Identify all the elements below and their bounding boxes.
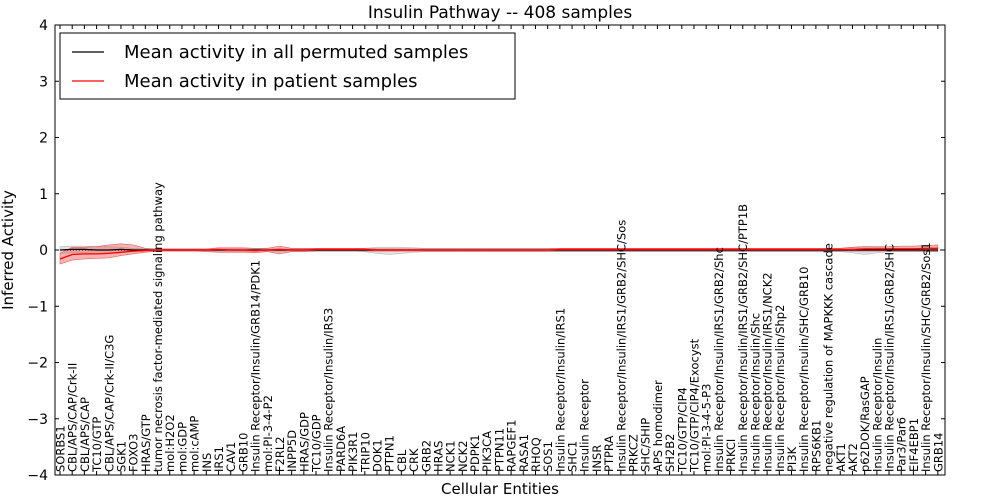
- legend-box: [59, 32, 516, 100]
- x-tick-label: PTPN11: [492, 428, 506, 472]
- x-tick-label: GRB2: [419, 440, 433, 472]
- x-tick-label: INS: [200, 453, 214, 472]
- x-tick-label: PRKCI: [724, 439, 738, 472]
- x-tick-label: SHC1: [566, 441, 580, 472]
- legend: Mean activity in all permuted samples Mea…: [59, 32, 516, 100]
- plot-area: −4−3−2−101234SORBS1CBL/APS/CAP/Crk-IICBL…: [27, 18, 946, 484]
- x-tick-label: Insulin Receptor/Insulin/Shc: [748, 313, 762, 472]
- x-tick-label: CRK: [407, 448, 421, 472]
- x-tick-label: Insulin Receptor: [578, 379, 592, 472]
- x-tick-label: HRAS: [431, 441, 445, 472]
- x-tick-label: PI3K: [785, 446, 799, 472]
- x-tick-label: p62DOK/RasGAP: [858, 376, 872, 472]
- x-tick-label: Insulin Receptor/Insulin/GRB14/PDK1: [249, 260, 263, 472]
- x-tick-label: SGK1: [115, 441, 129, 472]
- x-tick-label: CBL/APS/CAP/Crk-II/C3G: [102, 335, 116, 472]
- x-tick-label: mol:H2O2: [163, 414, 177, 472]
- x-tick-label: Insulin Receptor/Insulin/IRS1/GRB2/SHC/S…: [614, 220, 628, 472]
- x-tick-label: RAPGEF1: [505, 420, 519, 472]
- x-tick-label: Insulin Receptor/Insulin: [870, 338, 884, 472]
- chart-title: Insulin Pathway -- 408 samples: [368, 3, 633, 23]
- x-tick-label: CBL/APS/CAP/Crk-II: [66, 363, 80, 472]
- x-tick-label: CBL/APS/CAP: [78, 397, 92, 472]
- x-tick-label: EIF4EBP1: [907, 418, 921, 472]
- x-tick-label: negative regulation of MAPKKK cascade: [822, 243, 836, 472]
- y-tick-label: −1: [27, 299, 48, 315]
- x-tick-label: mol:GDP: [175, 422, 189, 472]
- y-tick-label: 3: [39, 74, 48, 90]
- x-tick-label: TC10/GDP: [310, 414, 324, 473]
- x-tick-label: Insulin Receptor/Insulin/IRS1/GRB2/SHC: [883, 244, 897, 472]
- x-tick-label: NCK1: [444, 440, 458, 472]
- y-tick-label: 2: [39, 131, 48, 147]
- x-tick-label: PIK3CA: [480, 431, 494, 472]
- x-tick-label: SH2B2: [663, 434, 677, 472]
- x-tick-label: Insulin Receptor/Insulin/IRS1/GRB2/SHC/P…: [736, 204, 750, 472]
- x-tick-label: SOS1: [541, 441, 555, 472]
- x-tick-label: RPS6KB1: [809, 420, 823, 472]
- y-tick-label: −2: [27, 356, 48, 372]
- x-tick-label: PIK3R1: [346, 431, 360, 472]
- x-tick-label: INSR: [590, 445, 604, 472]
- series-line-patient: [59, 247, 938, 260]
- x-tick-label: RASA1: [517, 434, 531, 472]
- y-tick-label: 4: [39, 18, 48, 34]
- x-tick-label: PDPK1: [468, 434, 482, 472]
- x-tick-label: F2RL2: [273, 436, 287, 472]
- x-tick-label: PRKCZ: [627, 434, 641, 472]
- x-axis-label: Cellular Entities: [441, 480, 559, 498]
- x-tick-label: Insulin Receptor/Insulin/SHC/GRB10: [797, 267, 811, 472]
- x-tick-label: mol:PI-3-4-P2: [261, 395, 275, 472]
- x-tick-label: Insulin Receptor/Insulin/IRS3: [322, 308, 336, 472]
- x-tick-label: HRAS/GDP: [297, 412, 311, 472]
- y-axis-label: Inferred Activity: [0, 190, 17, 310]
- x-tick-label: AKT2: [846, 443, 860, 472]
- x-tick-label: PARD6A: [334, 426, 348, 472]
- x-tick-label: TRIP10: [358, 432, 372, 473]
- x-tick-label: TC10/GTP/CIP4: [675, 387, 689, 473]
- y-tick-label: 0: [39, 243, 48, 259]
- x-tick-label: tumor necrosis factor-mediated signaling…: [151, 182, 165, 472]
- x-tick-label: TC10/GTP: [90, 417, 104, 473]
- x-tick-label: CAV1: [224, 442, 238, 472]
- y-tick-label: 1: [39, 187, 48, 203]
- y-tick-label: −3: [27, 412, 48, 428]
- x-tick-label: HRAS/GTP: [139, 414, 153, 472]
- x-tick-label: mol:cAMP: [188, 416, 202, 472]
- x-tick-label: TC10/GTP/CIP4/Exocyst: [688, 338, 702, 473]
- x-tick-label: RHOQ: [529, 437, 543, 472]
- x-tick-label: PTPRA: [602, 436, 616, 472]
- x-tick-label: APS homodimer: [651, 380, 665, 472]
- x-tick-label: SHC/SHIP: [639, 418, 653, 472]
- y-tick-label: −4: [27, 468, 48, 484]
- x-tick-label: mol:PI-3-4-5-P3: [700, 384, 714, 472]
- x-tick-label: Insulin Receptor/Insulin/IRS1: [553, 308, 567, 472]
- x-tick-label: FOXO3: [127, 434, 141, 472]
- legend-label-permuted: Mean activity in all permuted samples: [124, 42, 468, 63]
- x-tick-label: DOK1: [371, 439, 385, 472]
- x-tick-label: INPP5D: [285, 430, 299, 472]
- x-tick-label: AKT1: [834, 443, 848, 472]
- legend-label-patient: Mean activity in patient samples: [124, 71, 418, 92]
- x-tick-label: Par3/Par6: [895, 417, 909, 472]
- x-tick-label: Insulin Receptor/Insulin/IRS1/NCK2: [761, 272, 775, 472]
- x-tick-label: NCK2: [456, 440, 470, 472]
- x-tick-label: Insulin Receptor/Insulin/SHC/GRB2/Sos1: [919, 242, 933, 472]
- x-tick-label: PTPN1: [383, 435, 397, 472]
- x-tick-label: GRB10: [236, 433, 250, 472]
- x-tick-label: CBL: [395, 449, 409, 472]
- x-tick-label: Insulin Receptor/Insulin/Shp2: [773, 305, 787, 472]
- x-tick-label: IRS1: [212, 446, 226, 472]
- x-tick-label: SORBS1: [54, 425, 68, 472]
- x-tick-label: GRB14: [931, 433, 945, 472]
- x-tick-label: Insulin Receptor/Insulin/IRS1/GRB2/Shc: [712, 247, 726, 472]
